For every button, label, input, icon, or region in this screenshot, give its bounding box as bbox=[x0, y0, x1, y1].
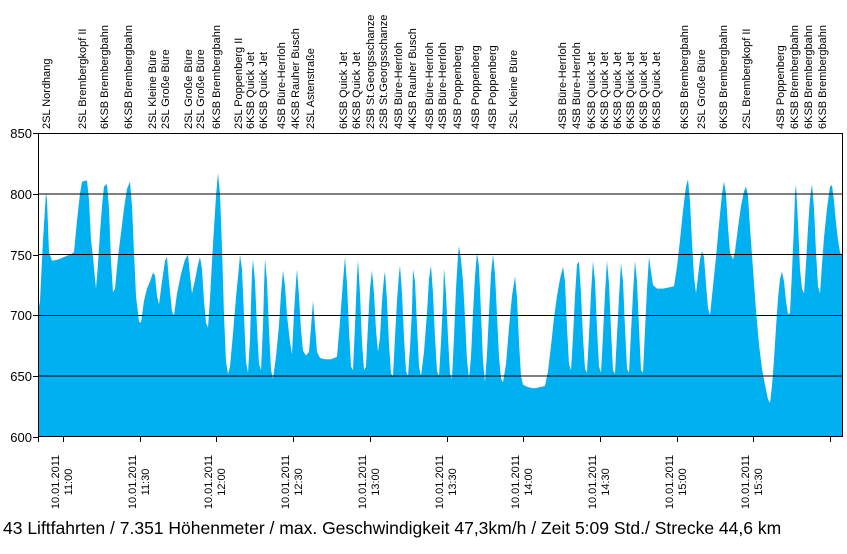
lift-ride-label: 6KSB Quick Jet bbox=[651, 51, 663, 129]
lift-ride-label: 2SL Kleine Büre bbox=[147, 49, 159, 129]
lift-ride-label: 6KSB Brembergbahn bbox=[789, 25, 801, 129]
x-axis-tick bbox=[447, 437, 448, 442]
x-axis-label-11:30: 10.01.2011 11:30 bbox=[127, 450, 153, 514]
x-axis-label-12:30: 10.01.2011 12:30 bbox=[280, 450, 306, 514]
y-axis-label-750: 750 bbox=[10, 247, 32, 263]
lift-ride-label: 6KSB Quick Jet bbox=[612, 51, 624, 129]
summary-stats: 43 Liftfahrten / 7.351 Höhenmeter / max.… bbox=[3, 518, 782, 538]
x-axis-label-date: 10.01.2011 bbox=[434, 454, 446, 510]
lift-ride-label: 2SL Große Büre bbox=[195, 49, 207, 129]
lift-ride-label: 4SB Poppenberg bbox=[470, 45, 482, 129]
x-axis-tick bbox=[293, 437, 294, 442]
lift-ride-label: 6KSB Quick Jet bbox=[638, 51, 650, 129]
lift-ride-label: 4SB Büre-Herrloh bbox=[276, 42, 288, 129]
lift-ride-label: 6KSB Quick Jet bbox=[258, 51, 270, 129]
x-axis-label-14:00: 10.01.2011 14:00 bbox=[510, 450, 536, 514]
lift-ride-label: 2SL Astenstraße bbox=[305, 48, 317, 129]
y-axis-label-650: 650 bbox=[10, 369, 32, 385]
x-axis-tick bbox=[216, 437, 217, 442]
x-axis-label-time: 12:00 bbox=[216, 468, 228, 496]
lift-ride-label: 4SB Büre-Herrloh bbox=[437, 42, 449, 129]
x-axis-tick bbox=[677, 437, 678, 442]
lift-ride-label: 2SL Brembergkopf II bbox=[741, 28, 753, 129]
y-axis-label-800: 800 bbox=[10, 186, 32, 202]
lift-ride-label: 6KSB Brembergbahn bbox=[679, 25, 691, 129]
lift-ride-label: 6KSB Quick Jet bbox=[625, 51, 637, 129]
x-axis-label-date: 10.01.2011 bbox=[203, 454, 215, 510]
lift-ride-label: 2SL Große Büre bbox=[160, 49, 172, 129]
lift-ride-label: 2SL Nordhang bbox=[41, 58, 53, 129]
y-axis-tick bbox=[33, 315, 38, 317]
lift-ride-label: 6KSB Quick Jet bbox=[245, 51, 257, 129]
x-axis-label-date: 10.01.2011 bbox=[50, 454, 62, 510]
y-axis-tick bbox=[33, 133, 38, 134]
x-axis-label-15:30: 10.01.2011 15:30 bbox=[740, 450, 766, 514]
elevation-profile-series bbox=[38, 173, 843, 437]
x-axis-tick bbox=[38, 437, 39, 442]
x-axis-label-time: 15:00 bbox=[677, 468, 689, 496]
x-axis-label-time: 14:30 bbox=[600, 468, 612, 496]
lift-ride-label: 6KSB Brembergbahn bbox=[718, 25, 730, 129]
x-axis-label-date: 10.01.2011 bbox=[127, 454, 139, 510]
x-axis-label-time: 15:30 bbox=[753, 468, 765, 496]
elevation-area-chart bbox=[38, 173, 843, 437]
lift-ride-label: 2SB St.Georgsschanze bbox=[365, 14, 377, 129]
x-axis-label-time: 13:30 bbox=[447, 468, 459, 496]
x-axis-label-date: 10.01.2011 bbox=[280, 454, 292, 510]
y-axis-label-600: 600 bbox=[10, 430, 32, 445]
lift-ride-label: 6KSB Brembergbahn bbox=[817, 25, 829, 129]
lift-ride-label: 6KSB Quick Jet bbox=[338, 51, 350, 129]
lift-ride-label: 2SL Große Büre bbox=[696, 49, 708, 129]
x-axis-label-13:30: 10.01.2011 13:30 bbox=[434, 450, 460, 514]
x-axis-tick bbox=[370, 437, 371, 442]
lift-ride-label: 4SB Büre-Herrloh bbox=[557, 42, 569, 129]
lift-ride-label: 4SB Poppenberg bbox=[775, 45, 787, 129]
lift-ride-label: 2SL Brembergkopf II bbox=[77, 28, 89, 129]
lift-ride-label: 4SB Poppenberg bbox=[452, 45, 464, 129]
x-axis-label-date: 10.01.2011 bbox=[510, 454, 522, 510]
x-axis-tick bbox=[600, 437, 601, 442]
x-axis-tick bbox=[830, 437, 831, 442]
x-axis-label-date: 10.01.2011 bbox=[740, 454, 752, 510]
x-axis-label-date: 10.01.2011 bbox=[357, 454, 369, 510]
x-axis-label-11:00: 10.01.2011 11:00 bbox=[50, 450, 76, 514]
lift-ride-label: 6KSB Quick Jet bbox=[599, 51, 611, 129]
lift-ride-label: 2SL Kleine Büre bbox=[508, 49, 520, 129]
x-axis-label-15:00: 10.01.2011 15:00 bbox=[664, 450, 690, 514]
lift-ride-label: 6KSB Quick Jet bbox=[586, 51, 598, 129]
x-axis-tick bbox=[753, 437, 754, 442]
y-axis-tick bbox=[33, 254, 38, 256]
lift-ride-label: 6KSB Brembergbahn bbox=[123, 25, 135, 129]
x-axis-label-time: 11:00 bbox=[63, 468, 75, 496]
x-axis-label-date: 10.01.2011 bbox=[587, 454, 599, 510]
x-axis-label-date: 10.01.2011 bbox=[664, 454, 676, 510]
lift-ride-label: 6KSB Brembergbahn bbox=[803, 25, 815, 129]
x-axis-label-time: 11:30 bbox=[140, 468, 152, 496]
lift-ride-label: 4SB Poppenberg bbox=[487, 45, 499, 129]
x-axis-label-time: 14:00 bbox=[523, 468, 535, 496]
y-axis-tick bbox=[33, 376, 38, 378]
y-axis-tick bbox=[33, 193, 38, 195]
x-axis-label-14:30: 10.01.2011 14:30 bbox=[587, 450, 613, 514]
y-axis-label-700: 700 bbox=[10, 308, 32, 324]
lift-ride-label: 4KSB Rauher Busch bbox=[407, 28, 419, 129]
y-axis-tick bbox=[33, 437, 38, 438]
x-axis-label-time: 13:00 bbox=[370, 468, 382, 496]
lift-ride-label: 2SB St.Georgsschanze bbox=[378, 14, 390, 129]
lift-ride-label: 6KSB Brembergbahn bbox=[211, 25, 223, 129]
x-axis-label-12:00: 10.01.2011 12:00 bbox=[203, 450, 229, 514]
x-axis-tick bbox=[63, 437, 64, 442]
x-axis-tick bbox=[140, 437, 141, 442]
lift-ride-label: 6KSB Quick Jet bbox=[351, 51, 363, 129]
y-axis-label-850: 850 bbox=[10, 126, 32, 141]
lift-ride-label: 4SB Büre-Herrloh bbox=[424, 42, 436, 129]
x-axis-label-time: 12:30 bbox=[293, 468, 305, 496]
lift-ride-label: 6KSB Brembergbahn bbox=[99, 25, 111, 129]
lift-ride-label: 4KSB Rauher Busch bbox=[290, 28, 302, 129]
x-axis-label-13:00: 10.01.2011 13:00 bbox=[357, 450, 383, 514]
lift-ride-label: 4SB Büre-Herrloh bbox=[393, 42, 405, 129]
x-axis-tick bbox=[523, 437, 524, 442]
lift-ride-label: 4SB Büre-Herrloh bbox=[571, 42, 583, 129]
